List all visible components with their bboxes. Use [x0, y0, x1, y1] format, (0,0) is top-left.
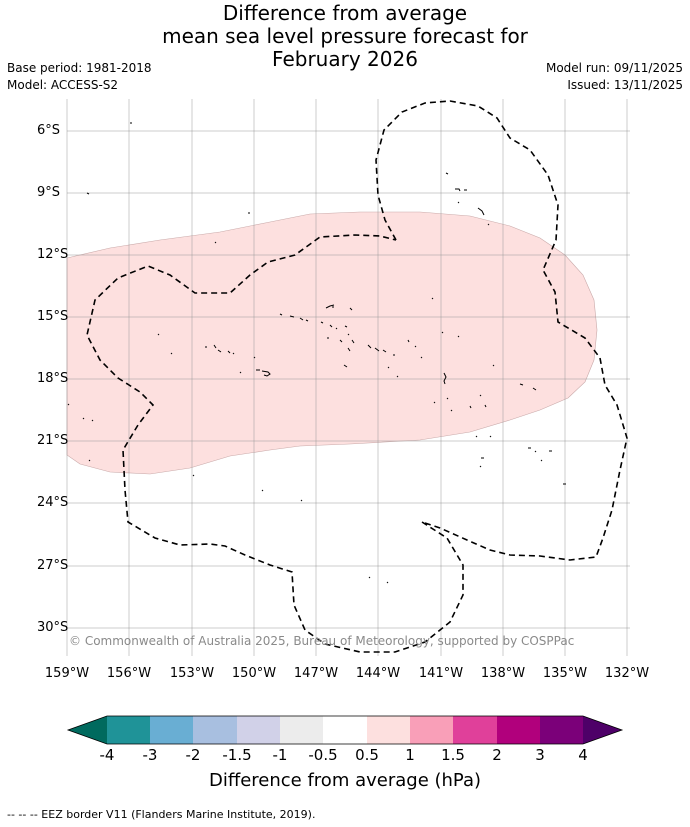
lon-label-147w: 147°W	[293, 666, 339, 681]
map-title-line1: Difference from average	[222, 1, 468, 25]
lat-label-9s: 9°S	[37, 185, 61, 200]
lon-label-156w: 156°W	[106, 666, 152, 681]
lat-label-21s: 21°S	[37, 433, 69, 448]
colorbar-title: Difference from average (hPa)	[208, 770, 482, 791]
lon-label-138w: 138°W	[480, 666, 526, 681]
lon-label-141w: 141°W	[418, 666, 464, 681]
colorbar-tick: 1	[405, 746, 415, 764]
lat-label-30s: 30°S	[37, 620, 69, 635]
lon-label-144w: 144°W	[355, 666, 401, 681]
lon-label-159w: 159°W	[44, 666, 90, 681]
copyright-notice: © Commonwealth of Australia 2025, Bureau…	[69, 634, 575, 648]
colorbar-tick: 1.5	[441, 746, 465, 764]
colorbar-tick: 4	[578, 746, 588, 764]
colorbar-tick: -1	[272, 746, 288, 764]
anomaly-region	[66, 211, 598, 475]
colorbar-tick: 3	[535, 746, 545, 764]
meta-left: Base period: 1981-2018 Model: ACCESS-S2	[7, 60, 152, 94]
colorbar-tick: -3	[142, 746, 158, 764]
colorbar-tick: -1.5	[222, 746, 252, 764]
lon-label-150w: 150°W	[231, 666, 277, 681]
colorbar-tick: 2	[492, 746, 502, 764]
map-title-line2: mean sea level pressure forecast for	[162, 24, 528, 48]
eez-border	[375, 100, 628, 561]
meta-right: Model run: 09/11/2025 Issued: 13/11/2025	[546, 60, 683, 94]
lat-label-24s: 24°S	[37, 495, 69, 510]
lat-label-15s: 15°S	[37, 309, 69, 324]
colorbar-tick: -4	[99, 746, 115, 764]
lat-label-18s: 18°S	[37, 371, 69, 386]
base-period: Base period: 1981-2018	[7, 61, 152, 75]
map-title-line3: February 2026	[272, 47, 418, 71]
eez-border-2	[86, 234, 464, 653]
model-run: Model run: 09/11/2025	[545, 61, 683, 75]
issued-date: Issued: 13/11/2025	[567, 78, 683, 92]
colorbar-tick: -2	[185, 746, 201, 764]
lon-label-153w: 153°W	[169, 666, 215, 681]
lat-gridlines	[67, 130, 630, 629]
lat-label-12s: 12°S	[37, 247, 69, 262]
islands	[67, 122, 566, 584]
colorbar-tick: 0.5	[355, 746, 379, 764]
eez-footnote: -- -- -- EEZ border V11 (Flanders Marine…	[7, 808, 316, 821]
model-name: Model: ACCESS-S2	[7, 78, 119, 92]
lon-label-135w: 135°W	[542, 666, 588, 681]
colorbar-tick: -0.5	[308, 746, 338, 764]
lat-label-27s: 27°S	[37, 558, 69, 573]
lat-label-6s: 6°S	[37, 123, 61, 138]
lon-gridlines	[66, 99, 628, 656]
lon-label-132w: 132°W	[604, 666, 650, 681]
